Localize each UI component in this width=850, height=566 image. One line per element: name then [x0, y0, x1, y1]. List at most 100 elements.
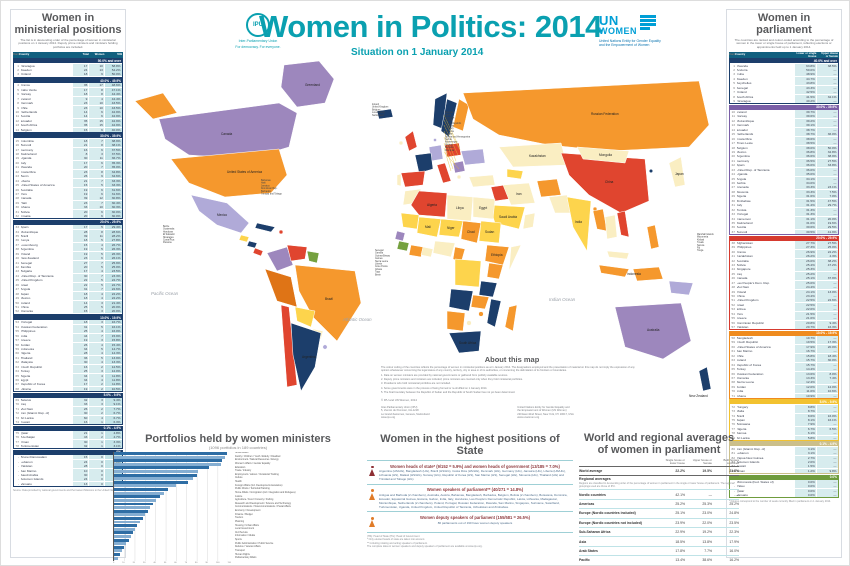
- table-cell: 6.7%: [104, 411, 122, 416]
- table-row: 78 Turkmenistan 32 1 3.1%: [15, 444, 122, 449]
- table-row: 14 Belgium 15 6 40.0%: [15, 127, 122, 132]
- table-row: 69 Jordan 12.0% 12.0%: [731, 384, 838, 389]
- table-row: 14 Ecuador 38.7% —: [731, 127, 838, 132]
- table-cell: 5: [88, 304, 104, 309]
- table-cell: 26.0%: [794, 258, 816, 263]
- bar: [114, 502, 154, 506]
- table-cell: 81: [731, 451, 735, 456]
- table-cell: Nordic countries: [579, 492, 606, 497]
- table-cell: 18: [73, 72, 89, 77]
- country-peru: [264, 268, 298, 308]
- table-cell: Kuwait: [736, 464, 746, 469]
- table-cell: 20: [73, 265, 89, 269]
- table-cell: 9: [88, 72, 104, 77]
- table-cell: 25.1%: [794, 276, 816, 281]
- table-cell: 65: [15, 373, 19, 378]
- table-cell: 35: [15, 233, 19, 238]
- country-label: Mali: [425, 225, 431, 229]
- table-cell: 22: [731, 163, 735, 168]
- table-cell: 5: [17, 87, 19, 92]
- section-rows: 1 Rwanda 63.8% 38.5% 2 Andorra 50.0% —3 Cuba 48.9…: [729, 63, 839, 105]
- bar: [114, 527, 135, 531]
- country-guyana: [306, 250, 320, 264]
- table-cell: 38.7%: [794, 127, 816, 132]
- table-cell: 21: [15, 165, 19, 170]
- averages-row: Europe (Nordic countries not included) 23…: [579, 517, 739, 527]
- table-row: 60 United States of America 17.9% 20.0%: [731, 344, 838, 349]
- country-mozambique: [486, 298, 502, 328]
- bar-label: Civil Service: [235, 531, 248, 534]
- table-cell: Australia: [736, 258, 749, 263]
- table-cell: 61: [15, 355, 19, 360]
- table-cell: Qatar: [736, 488, 745, 493]
- table-cell: 8: [733, 94, 735, 99]
- table-cell: —: [816, 404, 838, 409]
- table-cell: Asia: [579, 539, 587, 544]
- table-cell: 33.8%: [816, 163, 838, 168]
- table-cell: Austria: [20, 114, 31, 119]
- table-row: 73 Malta 8.7% —: [731, 409, 838, 414]
- section-rows: 33 Spain 17 5 29.4% 34 Mozambique 28 8 28.6% 35 Bra…: [13, 224, 123, 315]
- table-row: 28 Canada 39 12 30.8%: [15, 196, 122, 201]
- country-label: South Africa: [459, 341, 476, 345]
- table-cell: 57: [15, 338, 19, 343]
- table-cell: 35: [73, 123, 89, 128]
- table-cell: United Rep. of Tanzania: [736, 167, 770, 172]
- bar-chart-bars: [113, 452, 228, 561]
- table-cell: Ghana: [736, 393, 746, 398]
- table-cell: Botswana: [736, 422, 751, 427]
- table-cell: 24.8%: [729, 511, 739, 516]
- table-row: 9 Nicaragua 40.2% —: [731, 99, 838, 104]
- table-cell: 17.8%: [675, 548, 685, 553]
- table-cell: 43.5%: [104, 105, 122, 110]
- table-cell: Mozambique: [736, 118, 755, 123]
- table-cell: 25.4%: [794, 262, 816, 267]
- table-row: 63 Czech Republic 16 2 12.5%: [15, 364, 122, 369]
- table-cell: 17: [73, 225, 89, 230]
- table-cell: Mozambique: [20, 229, 39, 234]
- table-cell: 34.1%: [794, 176, 816, 181]
- column-header: Women: [94, 53, 105, 57]
- table-cell: 3: [88, 369, 104, 374]
- table-cell: Lebanon: [736, 451, 749, 456]
- averages-table: Single house or lower house Upper house o…: [579, 458, 739, 564]
- table-cell: Uganda: [736, 172, 748, 177]
- table-cell: 2: [88, 386, 104, 391]
- table-cell: Sweden: [736, 76, 748, 81]
- table-cell: -: [17, 459, 19, 464]
- table-cell: 37: [15, 242, 19, 247]
- table-cell: 12.4%: [794, 380, 816, 385]
- table-cell: —: [816, 488, 838, 493]
- table-cell: 76: [15, 435, 19, 440]
- country-spain: [400, 170, 426, 188]
- table-cell: 47.5%: [816, 198, 838, 203]
- bar: [114, 542, 127, 546]
- table-cell: 19: [15, 156, 19, 161]
- table-cell: Russian Federation: [20, 324, 48, 329]
- table-cell: 0.0%: [794, 484, 816, 489]
- table-cell: —: [816, 431, 838, 436]
- table-cell: 39: [73, 233, 89, 238]
- table-cell: India: [736, 389, 744, 394]
- table-cell: 22.7%: [104, 282, 122, 287]
- table-cell: 22.7%: [104, 278, 122, 283]
- table-row: 33 Spain 17 5 29.4%: [15, 225, 122, 230]
- un-women-word1: UN: [599, 13, 619, 28]
- table-cell: -: [733, 479, 735, 484]
- table-cell: 54.2%: [104, 68, 122, 72]
- heads-of-state-section: Women heads of state* (9/152 = 5.9%) and…: [367, 460, 573, 484]
- country-label: Australia: [647, 328, 660, 332]
- averages-row: Americas 25.2% 25.3% 25.2%: [579, 498, 739, 508]
- table-cell: 38: [731, 240, 735, 245]
- table-cell: 6: [88, 127, 104, 132]
- table-cell: 44: [15, 273, 19, 278]
- table-row: 55 Philippines 25 4 16.0%: [15, 329, 122, 334]
- table-cell: Oman: [20, 439, 29, 444]
- table-cell: 10.6%: [816, 389, 838, 394]
- table-row: 2 Sweden 24 13 54.2%: [15, 68, 122, 72]
- table-cell: 7: [88, 287, 104, 292]
- table-row: 23 Benin 26 9 34.6%: [15, 174, 122, 179]
- table-cell: 7.9%: [794, 422, 816, 427]
- table-cell: 11: [88, 156, 104, 161]
- table-cell: —: [816, 271, 838, 276]
